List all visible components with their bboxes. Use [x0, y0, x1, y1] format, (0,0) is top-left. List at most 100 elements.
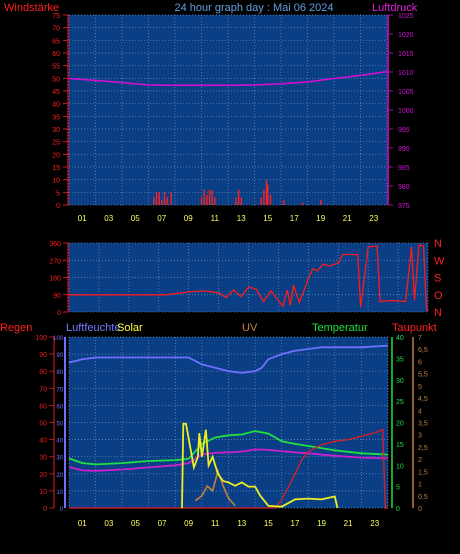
wind-tick-label: 30 — [52, 127, 60, 134]
hour-tick-label: 01 — [78, 519, 87, 528]
pressure-tick-label: 995 — [398, 127, 410, 134]
humidity-axis-label: Luftfeuchte — [66, 322, 120, 334]
direction-tick-label: 180 — [49, 276, 61, 283]
hour-tick-label: 07 — [157, 214, 166, 223]
wind-axis-label: Windstärke — [4, 2, 59, 14]
wind-bar — [214, 197, 216, 205]
hour-tick-label: 11 — [211, 214, 220, 223]
rain-line — [69, 428, 388, 509]
direction-tick-label: 360 — [49, 241, 61, 248]
wind-tick-label: 60 — [52, 51, 60, 58]
uv-tick-label: 3,5 — [418, 421, 428, 428]
rain-tick-label: 90 — [39, 352, 47, 359]
pressure-tick-label: 1005 — [398, 89, 414, 96]
rain-tick-label: 60 — [39, 403, 47, 410]
wind-tick-label: 50 — [52, 76, 60, 83]
rain-tick-label: 0 — [43, 506, 47, 513]
compass-label: N — [434, 238, 442, 250]
hour-tick-label: 13 — [237, 519, 246, 528]
temperature-tick-label: 35 — [396, 356, 404, 363]
wind-direction-line — [69, 244, 429, 312]
wind-bar — [203, 189, 205, 205]
hour-tick-label: 23 — [370, 519, 379, 528]
hour-tick-label: 17 — [291, 519, 300, 528]
pressure-tick-label: 985 — [398, 165, 410, 172]
humidity-tick-label: 10 — [56, 490, 63, 496]
compass-label: S — [434, 273, 441, 285]
pressure-tick-label: 1015 — [398, 51, 414, 58]
pressure-tick-label: 1020 — [398, 32, 414, 39]
pressure-tick-label: 975 — [398, 203, 410, 210]
direction-tick-label: 270 — [49, 258, 61, 265]
uv-tick-label: 0 — [418, 506, 422, 513]
hour-tick-label: 03 — [104, 214, 113, 223]
wind-bar — [208, 189, 211, 205]
uv-tick-label: 6,5 — [418, 347, 428, 354]
hour-tick-label: 15 — [264, 519, 273, 528]
humidity-tick-label: 40 — [56, 439, 63, 445]
uv-tick-label: 2 — [418, 457, 422, 464]
wind-bar — [267, 184, 269, 205]
humidity-tick-label: 70 — [56, 387, 63, 393]
uv-tick-label: 4 — [418, 408, 422, 415]
graph-title: 24 hour graph day : Mai 06 2024 — [174, 2, 333, 14]
temperature-tick-label: 15 — [396, 442, 404, 449]
humidity-tick-label: 20 — [56, 473, 63, 479]
wind-bar — [283, 199, 285, 205]
wind-bar — [269, 194, 272, 205]
rain-tick-label: 30 — [39, 455, 47, 462]
temperature-tick-label: 25 — [396, 399, 404, 406]
compass-label: N — [434, 307, 442, 319]
uv-tick-label: 2,5 — [418, 445, 428, 452]
panel1-background — [69, 15, 387, 205]
wind-bar — [166, 197, 168, 205]
wind-pressure-panel: 7570656055504540353025201510501025102010… — [52, 13, 413, 223]
compass-label: W — [434, 255, 445, 267]
wind-tick-label: 75 — [52, 13, 60, 20]
uv-tick-label: 0,5 — [418, 494, 428, 501]
rain-tick-label: 100 — [35, 335, 47, 342]
uv-line — [194, 468, 236, 507]
hour-tick-label: 05 — [131, 214, 140, 223]
wind-tick-label: 55 — [52, 64, 60, 71]
wind-tick-label: 40 — [52, 102, 60, 109]
climate-panel: 1009080706050403020100100908070605040302… — [35, 335, 428, 528]
wind-tick-label: 5 — [56, 190, 60, 197]
pressure-axis-label: Luftdruck — [372, 2, 418, 14]
hour-tick-label: 13 — [237, 214, 246, 223]
uv-tick-label: 1,5 — [418, 469, 428, 476]
hour-tick-label: 19 — [317, 519, 326, 528]
pressure-tick-label: 980 — [398, 184, 410, 191]
temperature-tick-label: 20 — [396, 421, 404, 428]
direction-tick-label: 90 — [53, 293, 61, 300]
uv-tick-label: 4,5 — [418, 396, 428, 403]
solar-label: Solar — [117, 322, 143, 334]
wind-bar — [263, 189, 265, 205]
wind-tick-label: 45 — [52, 89, 60, 96]
wind-bar — [235, 197, 237, 205]
wind-bar — [260, 197, 262, 205]
uv-tick-label: 7 — [418, 335, 422, 342]
rain-tick-label: 80 — [39, 369, 47, 376]
temperature-line — [68, 430, 389, 466]
pressure-tick-label: 1025 — [398, 13, 414, 20]
rain-tick-label: 50 — [39, 421, 47, 428]
pressure-tick-label: 990 — [398, 146, 410, 153]
humidity-line — [68, 344, 389, 374]
uv-tick-label: 5 — [418, 384, 422, 391]
wind-bar — [238, 189, 240, 205]
humidity-tick-label: 60 — [56, 404, 63, 410]
hour-tick-label: 07 — [158, 519, 167, 528]
humidity-tick-label: 80 — [56, 370, 63, 376]
temperature-axis-label: Temperatur — [312, 322, 368, 334]
uv-tick-label: 6 — [418, 359, 422, 366]
wind-bar — [161, 199, 163, 205]
wind-bar — [158, 192, 160, 205]
rain-tick-label: 10 — [39, 489, 47, 496]
temperature-tick-label: 30 — [396, 378, 404, 385]
dewpoint-axis-label: Taupunkt — [392, 322, 437, 334]
pressure-tick-label: 1010 — [398, 70, 414, 77]
uv-tick-label: 3 — [418, 433, 422, 440]
